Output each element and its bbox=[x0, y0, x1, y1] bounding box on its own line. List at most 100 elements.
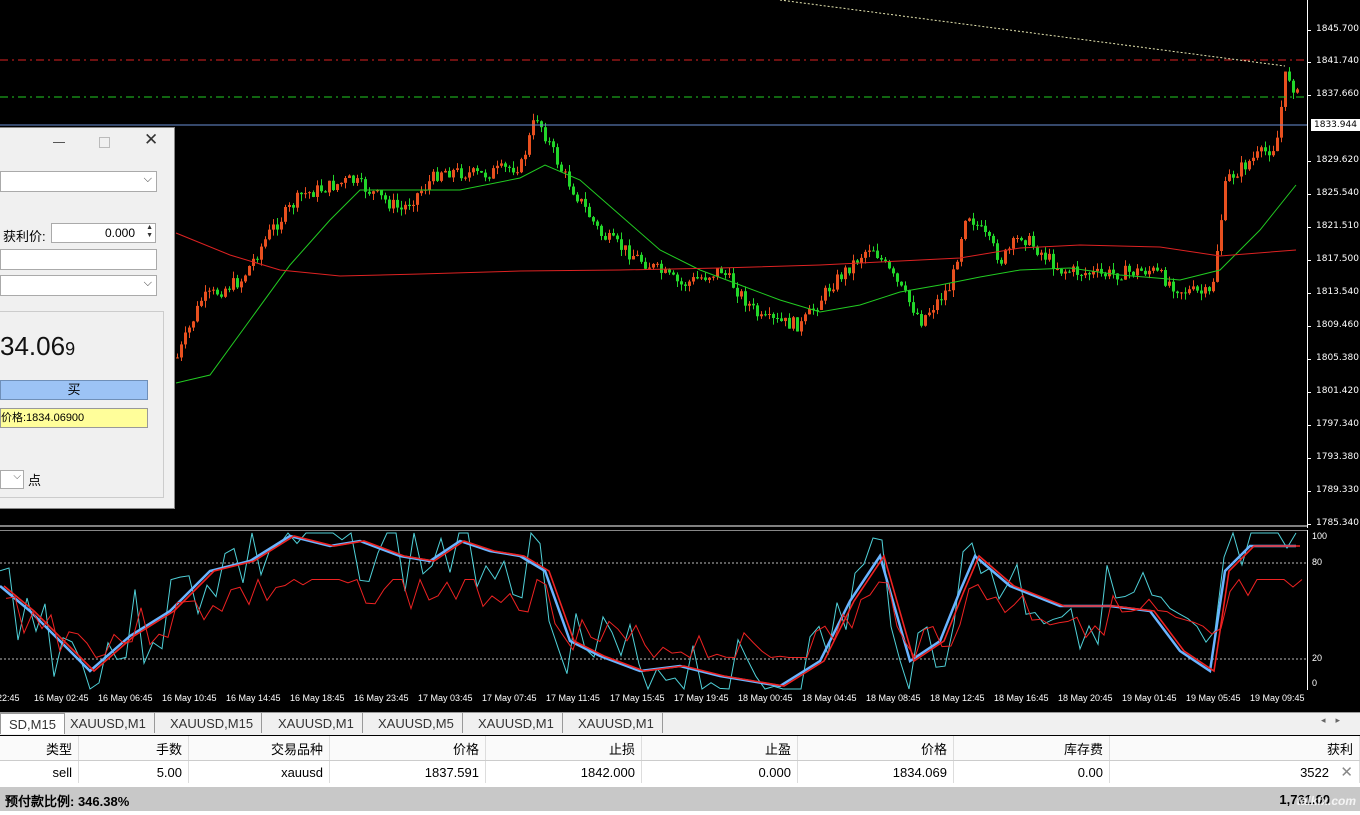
candle-body bbox=[744, 291, 747, 306]
spin-arrows-icon[interactable]: ▲ ▼ bbox=[146, 224, 153, 239]
tab-scroll[interactable]: ◂▸ bbox=[1321, 715, 1350, 726]
price-tick: 1817.500 bbox=[1307, 254, 1359, 264]
take-profit-input[interactable]: 0.000 ▲ ▼ bbox=[51, 223, 156, 243]
col-current-price[interactable]: 价格 bbox=[797, 736, 954, 761]
time-axis: 6 May 22:45 16 May 02:45 16 May 06:45 16 Ma… bbox=[0, 690, 1307, 710]
candle-body bbox=[848, 267, 851, 274]
candle-body bbox=[892, 268, 895, 274]
candle-body bbox=[1160, 270, 1163, 272]
time-label: 18 May 20:45 bbox=[1058, 693, 1113, 703]
table-row[interactable]: sell 5.00 xauusd 1837.591 1842.000 0.000… bbox=[0, 760, 1360, 783]
candle-body bbox=[1096, 268, 1099, 272]
time-label: 17 May 07:45 bbox=[482, 693, 537, 703]
candle-body bbox=[1264, 147, 1267, 152]
candle-body bbox=[1220, 220, 1223, 252]
candle-body bbox=[1036, 246, 1039, 255]
candle-body bbox=[472, 168, 475, 173]
chart-tab[interactable]: XAUUSD,M1 bbox=[62, 713, 155, 733]
candle-body bbox=[212, 289, 215, 291]
col-volume[interactable]: 手数 bbox=[78, 736, 189, 761]
minimize-icon[interactable] bbox=[53, 142, 65, 143]
candle-body bbox=[300, 192, 303, 195]
candle-body bbox=[624, 245, 627, 250]
candle-body bbox=[844, 267, 847, 280]
deviation-select[interactable]: ⌵ bbox=[0, 470, 24, 489]
candle-body bbox=[868, 250, 871, 252]
candle-body bbox=[784, 317, 787, 322]
time-label: 16 May 23:45 bbox=[354, 693, 409, 703]
cell-swap: 0.00 bbox=[953, 760, 1110, 783]
symbol-select[interactable]: ⌵ bbox=[0, 171, 157, 192]
candle-body bbox=[452, 169, 455, 178]
candle-body bbox=[268, 229, 271, 240]
osc-tick-100: 100 bbox=[1312, 531, 1328, 541]
price-tick: 1829.620 bbox=[1307, 155, 1359, 165]
price-axis[interactable]: 1845.700 1841.740 1837.660 1829.620 1825.540… bbox=[1307, 0, 1360, 528]
chart-tab[interactable]: XAUUSD,M1 bbox=[570, 713, 663, 733]
candle-body bbox=[492, 168, 495, 179]
close-icon[interactable]: ✕ bbox=[144, 130, 159, 149]
candle-body bbox=[200, 300, 203, 306]
close-order-icon[interactable]: ✕ bbox=[1340, 764, 1353, 781]
candle-body bbox=[684, 284, 687, 286]
candle-body bbox=[272, 224, 275, 230]
comment-input[interactable] bbox=[0, 249, 157, 270]
chart-tab[interactable]: XAUUSD,M15 bbox=[162, 713, 263, 733]
col-open-price[interactable]: 价格 bbox=[329, 736, 486, 761]
candle-body bbox=[984, 225, 987, 233]
col-sl[interactable]: 止损 bbox=[485, 736, 642, 761]
candle-body bbox=[676, 274, 679, 282]
buy-button[interactable]: 买 bbox=[0, 380, 148, 400]
candle-body bbox=[800, 321, 803, 332]
candle-body bbox=[1116, 273, 1119, 280]
candle-body bbox=[560, 164, 563, 172]
price-tick: 1845.700 bbox=[1307, 24, 1359, 34]
candle-body bbox=[1280, 106, 1283, 138]
candle-body bbox=[680, 281, 683, 285]
maximize-icon[interactable] bbox=[99, 137, 110, 148]
candle-body bbox=[908, 290, 911, 303]
col-symbol[interactable]: 交易品种 bbox=[188, 736, 330, 761]
candle-body bbox=[544, 127, 547, 142]
cell-tp: 0.000 bbox=[641, 760, 798, 783]
candle-body bbox=[668, 269, 671, 273]
col-profit[interactable]: 获利 bbox=[1109, 736, 1360, 761]
price-tick: 1809.460 bbox=[1307, 320, 1359, 330]
candle-body bbox=[1240, 162, 1243, 177]
col-tp[interactable]: 止盈 bbox=[641, 736, 798, 761]
chart-tab[interactable]: SD,M15 bbox=[0, 713, 65, 734]
candle-body bbox=[288, 205, 291, 208]
time-label: 18 May 08:45 bbox=[866, 693, 921, 703]
candle-body bbox=[816, 309, 819, 311]
order-dialog[interactable]: ✕ ⌵ 获利价: 0.000 ▲ ▼ ⌵ 34.069 买 价格:1834.069… bbox=[0, 127, 175, 509]
candle-body bbox=[1080, 274, 1083, 276]
candle-body bbox=[308, 192, 311, 194]
candle-body bbox=[464, 177, 467, 179]
candle-body bbox=[912, 302, 915, 313]
col-swap[interactable]: 库存费 bbox=[953, 736, 1110, 761]
col-type[interactable]: 类型 bbox=[0, 736, 79, 761]
stochastic-panel[interactable] bbox=[0, 530, 1307, 691]
type-select[interactable]: ⌵ bbox=[0, 275, 157, 296]
chart-tab[interactable]: XAUUSD,M1 bbox=[470, 713, 563, 733]
price-field[interactable]: 价格:1834.06900 bbox=[0, 408, 148, 428]
candle-body bbox=[528, 135, 531, 155]
candle-body bbox=[772, 314, 775, 318]
candle-body bbox=[604, 235, 607, 240]
cell-symbol: xauusd bbox=[188, 760, 330, 783]
candle-body bbox=[176, 357, 179, 359]
candle-body bbox=[312, 192, 315, 197]
candle-body bbox=[216, 289, 219, 295]
candle-body bbox=[1248, 161, 1251, 170]
candle-body bbox=[852, 260, 855, 274]
time-label: 17 May 19:45 bbox=[674, 693, 729, 703]
candle-body bbox=[808, 308, 811, 315]
chart-tab[interactable]: XAUUSD,M5 bbox=[370, 713, 463, 733]
price-chart[interactable] bbox=[0, 0, 1307, 528]
candle-body bbox=[584, 198, 587, 207]
osc-tick-80: 80 bbox=[1312, 557, 1323, 567]
candle-body bbox=[672, 272, 675, 275]
account-summary: 预付款比例: 346.38% 1,761.00 talkfx.com bbox=[0, 787, 1360, 811]
chart-tab[interactable]: XAUUSD,M1 bbox=[270, 713, 363, 733]
candle-body bbox=[992, 235, 995, 244]
